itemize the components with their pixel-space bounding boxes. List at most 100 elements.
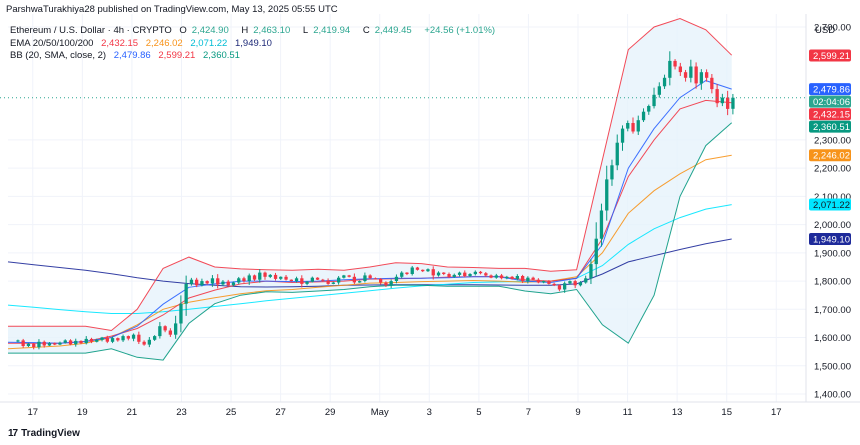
candle-body[interactable] <box>641 111 646 121</box>
candle-body[interactable] <box>705 72 709 78</box>
candle-body[interactable] <box>457 272 462 275</box>
candle-body[interactable] <box>79 340 83 344</box>
candle-body[interactable] <box>431 269 435 276</box>
candle-body[interactable] <box>589 264 593 279</box>
candle-body[interactable] <box>216 278 220 285</box>
candle-body[interactable] <box>74 340 78 345</box>
candle-body[interactable] <box>405 272 409 274</box>
candle-body[interactable] <box>489 275 493 278</box>
candle-body[interactable] <box>237 278 241 283</box>
candlestick-series[interactable] <box>16 51 735 350</box>
candle-body[interactable] <box>131 334 136 339</box>
candle-body[interactable] <box>168 330 172 335</box>
candle-body[interactable] <box>289 279 293 282</box>
candle-body[interactable] <box>599 210 604 239</box>
candle-body[interactable] <box>58 342 62 345</box>
candle-body[interactable] <box>26 343 31 346</box>
candle-body[interactable] <box>200 281 204 286</box>
candle-body[interactable] <box>231 282 236 286</box>
candle-body[interactable] <box>515 276 519 279</box>
candle-body[interactable] <box>463 272 467 276</box>
candle-body[interactable] <box>189 279 194 284</box>
candle-body[interactable] <box>531 277 535 280</box>
candle-body[interactable] <box>410 267 414 275</box>
candle-body[interactable] <box>142 341 146 345</box>
candle-body[interactable] <box>263 272 267 277</box>
candle-body[interactable] <box>273 274 278 279</box>
candle-body[interactable] <box>121 336 125 341</box>
candle-body[interactable] <box>242 278 246 282</box>
candle-body[interactable] <box>210 278 215 284</box>
candle-body[interactable] <box>321 279 325 281</box>
candle-body[interactable] <box>615 142 619 166</box>
candle-body[interactable] <box>315 277 320 280</box>
candle-body[interactable] <box>731 97 735 109</box>
tradingview-logo[interactable]: 17 TradingView <box>8 428 80 439</box>
candle-body[interactable] <box>284 276 288 280</box>
candle-body[interactable] <box>720 97 724 104</box>
candle-body[interactable] <box>710 77 714 90</box>
candle-body[interactable] <box>699 72 703 84</box>
candle-body[interactable] <box>252 275 257 280</box>
candle-body[interactable] <box>205 281 209 284</box>
candle-body[interactable] <box>636 120 640 132</box>
candle-body[interactable] <box>42 341 46 346</box>
candle-body[interactable] <box>694 66 698 84</box>
candle-body[interactable] <box>363 275 367 281</box>
candle-body[interactable] <box>657 86 661 95</box>
candle-body[interactable] <box>116 338 120 341</box>
candle-body[interactable] <box>300 278 304 284</box>
candle-body[interactable] <box>547 281 551 284</box>
candle-body[interactable] <box>478 271 483 274</box>
candle-body[interactable] <box>373 278 378 280</box>
candle-body[interactable] <box>584 278 588 283</box>
candle-body[interactable] <box>89 338 94 342</box>
candle-body[interactable] <box>484 273 488 276</box>
candle-body[interactable] <box>163 326 167 331</box>
candle-body[interactable] <box>421 269 425 272</box>
candle-body[interactable] <box>473 271 477 275</box>
candle-body[interactable] <box>631 123 635 132</box>
candle-body[interactable] <box>568 281 572 284</box>
candle-body[interactable] <box>626 123 630 129</box>
candle-body[interactable] <box>542 281 546 283</box>
candle-body[interactable] <box>384 282 388 286</box>
candle-body[interactable] <box>137 334 141 342</box>
candle-body[interactable] <box>326 280 330 284</box>
candle-body[interactable] <box>331 282 335 284</box>
candle-body[interactable] <box>415 267 420 270</box>
candle-body[interactable] <box>47 343 52 346</box>
candle-body[interactable] <box>610 165 614 180</box>
candle-body[interactable] <box>279 276 283 279</box>
candle-body[interactable] <box>347 275 351 277</box>
candle-body[interactable] <box>578 282 583 286</box>
candle-body[interactable] <box>552 283 556 286</box>
candle-body[interactable] <box>294 278 299 282</box>
candle-body[interactable] <box>505 276 509 279</box>
candle-body[interactable] <box>668 60 672 78</box>
candle-body[interactable] <box>110 338 115 342</box>
candle-body[interactable] <box>715 89 719 104</box>
candle-body[interactable] <box>647 106 651 112</box>
legend-bb-label[interactable]: BB (20, SMA, close, 2) <box>10 50 107 61</box>
candle-body[interactable] <box>358 281 362 283</box>
legend-symbol[interactable]: Ethereum / U.S. Dollar · 4h · CRYPTO <box>10 25 172 36</box>
candle-body[interactable] <box>389 281 393 286</box>
candle-body[interactable] <box>594 238 598 265</box>
candle-body[interactable] <box>258 272 262 280</box>
candle-body[interactable] <box>689 66 693 78</box>
candle-body[interactable] <box>652 94 656 107</box>
candle-body[interactable] <box>683 72 688 78</box>
candle-body[interactable] <box>557 285 562 290</box>
candle-body[interactable] <box>521 276 525 282</box>
candle-body[interactable] <box>268 274 272 277</box>
candle-body[interactable] <box>400 272 404 277</box>
candle-body[interactable] <box>16 340 20 342</box>
candle-body[interactable] <box>195 279 199 286</box>
candle-body[interactable] <box>68 340 73 345</box>
candle-body[interactable] <box>536 279 540 283</box>
candle-body[interactable] <box>179 303 183 324</box>
candle-body[interactable] <box>605 179 609 211</box>
candle-body[interactable] <box>153 336 157 340</box>
